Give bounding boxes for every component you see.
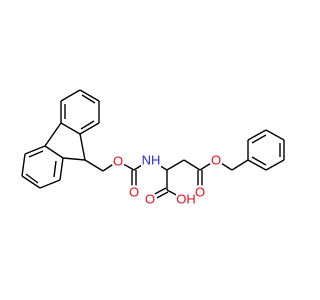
atom-label: O — [145, 192, 155, 207]
atom-label: OH — [176, 192, 196, 207]
atom-label: NH — [142, 153, 161, 168]
structure-diagram: O O NH O O O OH — [21, 89, 285, 207]
bonds — [21, 89, 285, 201]
atom-label: O — [195, 185, 205, 200]
atom-label: O — [113, 154, 123, 169]
atom-label: O — [129, 185, 139, 200]
atom-label-backgrounds — [111, 152, 223, 207]
atom-label: O — [211, 153, 221, 168]
